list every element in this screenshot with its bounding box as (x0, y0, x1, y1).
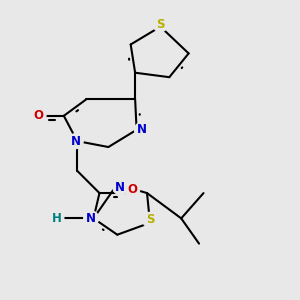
Text: N: N (137, 123, 147, 136)
Text: N: N (71, 135, 81, 148)
Circle shape (84, 211, 99, 226)
Text: S: S (156, 18, 165, 31)
Text: O: O (127, 183, 137, 196)
Text: S: S (146, 213, 154, 226)
Circle shape (153, 17, 168, 32)
Circle shape (142, 212, 158, 227)
Text: N: N (115, 181, 125, 194)
Circle shape (49, 211, 64, 226)
Circle shape (113, 180, 128, 195)
Text: O: O (34, 109, 44, 122)
Circle shape (134, 122, 149, 137)
Circle shape (31, 108, 46, 123)
Text: N: N (86, 212, 96, 225)
Circle shape (68, 134, 83, 148)
Circle shape (125, 182, 140, 197)
Text: H: H (51, 212, 61, 225)
